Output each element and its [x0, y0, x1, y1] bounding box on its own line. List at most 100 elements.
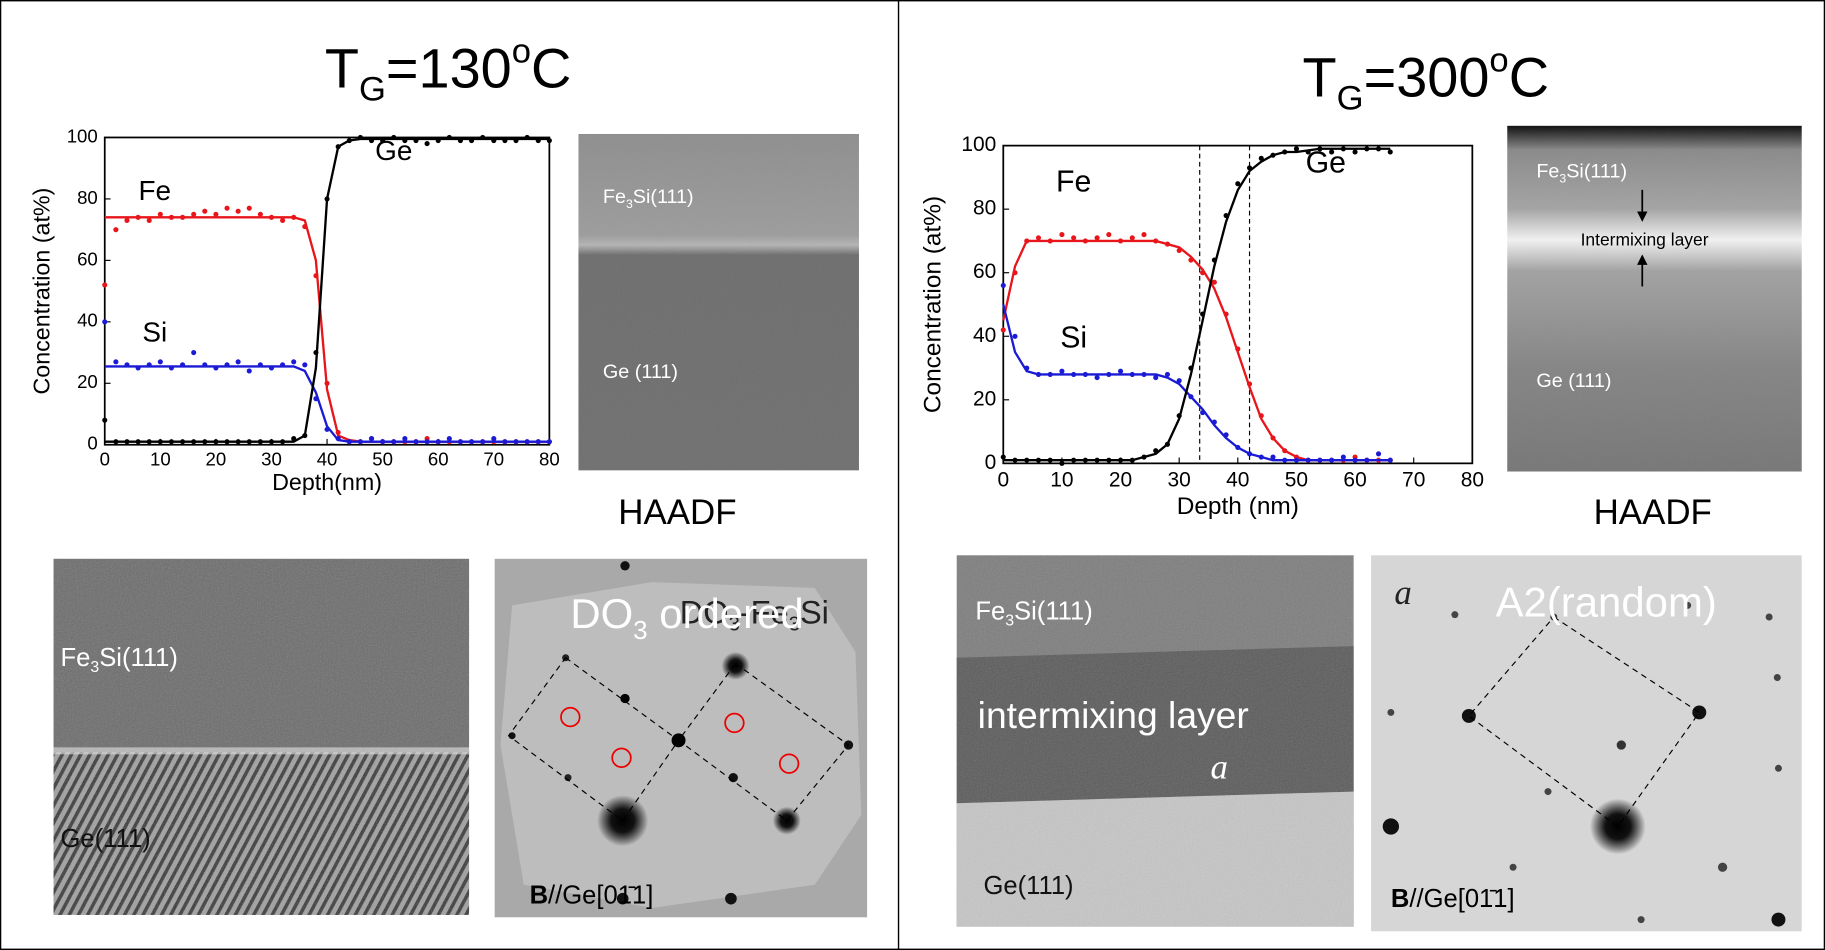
data-point	[280, 439, 285, 444]
data-point	[1364, 146, 1369, 151]
image-label: Fe3Si(111)	[61, 644, 178, 676]
image-label-part: Fe	[61, 644, 91, 672]
data-point	[1153, 375, 1158, 380]
x-tick-label: 40	[317, 448, 338, 469]
beam-label-part: //Ge[01̄1]	[1409, 885, 1514, 913]
panel-title: TG=130oC	[325, 32, 571, 108]
hrtem-image	[54, 559, 470, 915]
beam-label: B//Ge[01̄1]	[1391, 885, 1515, 913]
data-point	[447, 135, 452, 140]
data-point	[1259, 156, 1264, 161]
x-tick-label: 10	[1050, 469, 1073, 492]
data-point	[258, 439, 263, 444]
data-point	[180, 215, 185, 220]
data-point	[158, 359, 163, 364]
data-point	[213, 365, 218, 370]
image-label: Ge(111)	[61, 825, 151, 853]
data-point	[513, 439, 518, 444]
data-point	[1364, 458, 1369, 463]
phase-label-part: DO	[570, 590, 633, 637]
data-point	[247, 368, 252, 373]
marker-label: a	[1394, 573, 1411, 612]
image-label: Intermixing layer	[1581, 230, 1709, 250]
data-point	[1212, 419, 1217, 424]
data-point	[1083, 372, 1088, 377]
data-point	[1177, 248, 1182, 253]
data-point	[236, 359, 241, 364]
y-tick-label: 0	[985, 451, 997, 474]
x-tick-label: 50	[372, 448, 393, 469]
data-point	[491, 138, 496, 143]
data-point	[525, 439, 530, 444]
x-tick-label: 30	[261, 448, 282, 469]
y-tick-label: 40	[973, 324, 996, 347]
data-point	[1212, 280, 1217, 285]
image-label-part: Fe	[1536, 161, 1559, 183]
data-point	[436, 439, 441, 444]
data-point	[1270, 435, 1275, 440]
data-point	[313, 350, 318, 355]
data-point	[169, 215, 174, 220]
panel-title-part: G	[359, 70, 386, 108]
panel-title-part: o	[1489, 42, 1508, 80]
data-point	[413, 439, 418, 444]
data-point	[1036, 458, 1041, 463]
data-point	[1235, 346, 1240, 351]
haadf-image	[578, 134, 859, 470]
data-point	[224, 439, 229, 444]
panel-title-part: C	[1509, 45, 1549, 108]
data-point	[1247, 165, 1252, 170]
panel-title-part: G	[1337, 80, 1364, 118]
data-point	[324, 196, 329, 201]
page: {"panels": [ {"title": ["T", "G", "=130"…	[0, 0, 1825, 950]
data-point	[147, 218, 152, 223]
data-point	[124, 362, 129, 367]
beam-label-part: B	[530, 881, 548, 909]
image-label-part: Si(111)	[1014, 597, 1093, 625]
fit-line	[105, 139, 550, 442]
x-axis-label: Depth(nm)	[272, 469, 382, 495]
image-label: intermixing layer	[978, 694, 1249, 736]
data-point	[1200, 270, 1205, 275]
data-point	[369, 436, 374, 441]
data-point	[347, 439, 352, 444]
data-point	[313, 396, 318, 401]
y-tick-label: 100	[961, 133, 996, 156]
data-point	[1376, 451, 1381, 456]
data-point	[413, 138, 418, 143]
data-point	[480, 439, 485, 444]
image-label: Ge(111)	[983, 872, 1073, 900]
series-label: Fe	[1056, 166, 1091, 199]
data-point	[336, 430, 341, 435]
data-point	[425, 141, 430, 146]
data-point	[1388, 149, 1393, 154]
data-point	[1071, 235, 1076, 240]
panel-title-part: o	[512, 32, 531, 70]
data-point	[113, 359, 118, 364]
beam-label-part: B	[1391, 885, 1409, 913]
data-point	[502, 138, 507, 143]
data-point	[547, 138, 552, 143]
caption: HAADF	[1594, 493, 1712, 532]
data-point	[1001, 454, 1006, 459]
data-point	[1282, 448, 1287, 453]
y-tick-label: 40	[77, 310, 98, 331]
image-label-part: Si(111)	[633, 186, 694, 208]
data-point	[1282, 458, 1287, 463]
panel-title-part: =300	[1364, 45, 1490, 108]
data-point	[1294, 458, 1299, 463]
x-tick-label: 30	[1168, 469, 1191, 492]
data-point	[1306, 458, 1311, 463]
phase-label: A2(random)	[1496, 578, 1717, 625]
data-point	[1012, 458, 1017, 463]
data-point	[1200, 311, 1205, 316]
data-point	[213, 212, 218, 217]
data-point	[1130, 235, 1135, 240]
data-point	[1188, 394, 1193, 399]
data-point	[458, 138, 463, 143]
data-point	[158, 212, 163, 217]
data-point	[1177, 413, 1182, 418]
data-point	[502, 439, 507, 444]
data-point	[402, 436, 407, 441]
data-point	[1036, 372, 1041, 377]
